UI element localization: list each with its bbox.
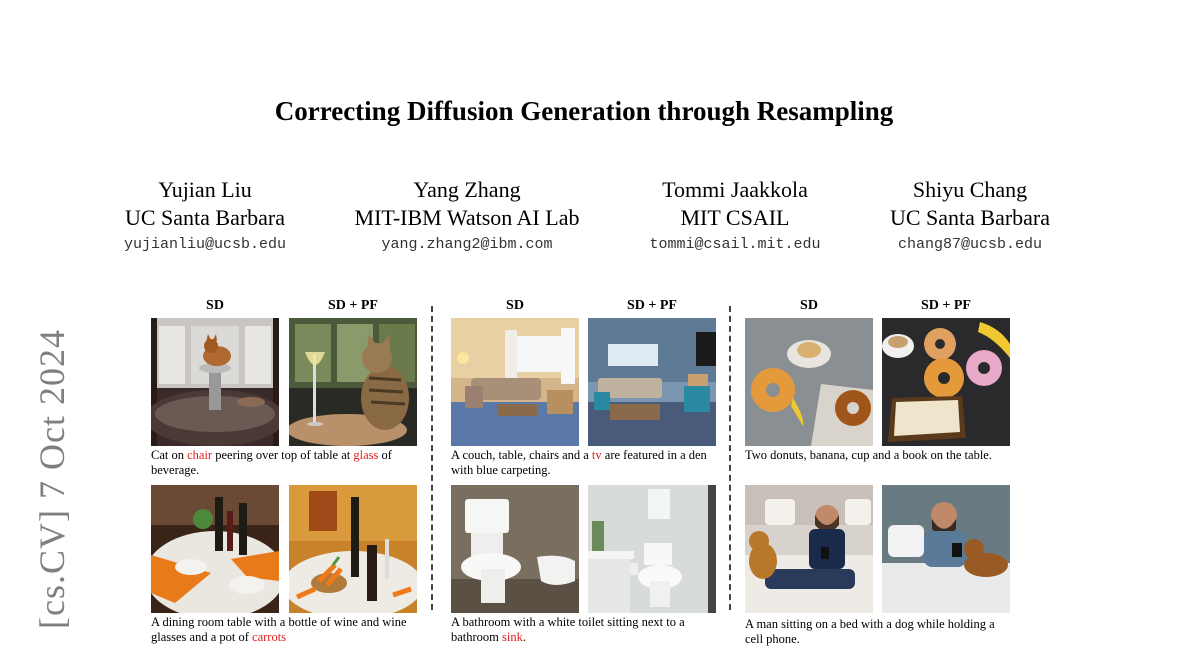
author-affiliation: UC Santa Barbara xyxy=(889,205,1051,230)
author-name: Yang Zhang xyxy=(413,177,521,202)
author-name: Tommi Jaakkola xyxy=(662,177,808,202)
caption-den: A couch, table, chairs and a tv are feat… xyxy=(451,448,721,478)
cat-table-image xyxy=(151,318,279,446)
caption-text: of beverage. xyxy=(151,448,392,477)
author-name: Yujian Liu xyxy=(158,177,252,202)
bathroom-toilet-image xyxy=(451,485,579,613)
col-header-sdpf: SD + PF xyxy=(328,298,378,313)
col-header-sd: SD xyxy=(206,298,224,313)
author-name: Shiyu Chang xyxy=(912,177,1028,202)
author-2: Yang Zhang MIT-IBM Watson AI Lab yang.zh… xyxy=(337,176,597,258)
author-4: Shiyu Chang UC Santa Barbara chang87@ucs… xyxy=(870,176,1070,258)
man-bed-dog-image xyxy=(745,485,873,613)
caption-donuts: Two donuts, banana, cup and a book on th… xyxy=(745,448,1020,463)
bathroom-sink-image xyxy=(588,485,716,613)
donuts-book-image xyxy=(882,318,1010,446)
author-3: Tommi Jaakkola MIT CSAIL tommi@csail.mit… xyxy=(625,176,845,258)
author-email[interactable]: chang87@ucsb.edu xyxy=(897,236,1043,253)
col-header-sdpf: SD + PF xyxy=(921,298,971,313)
caption-highlight: tv xyxy=(591,448,602,462)
paper-title: Correcting Diffusion Generation through … xyxy=(274,96,894,126)
caption-bathroom: A bathroom with a white toilet sitting n… xyxy=(451,615,711,645)
caption-dining: A dining room table with a bottle of win… xyxy=(151,615,423,645)
cat-glass-image xyxy=(289,318,417,446)
caption-text: A bathroom with a white toilet sitting n… xyxy=(451,615,685,644)
man-phone-image xyxy=(882,485,1010,613)
caption-text: Cat on xyxy=(151,448,188,462)
den-tv-image xyxy=(588,318,716,446)
caption-text: . xyxy=(522,630,527,644)
group-divider xyxy=(729,306,731,610)
caption-text: Two donuts, banana, cup and a book on th… xyxy=(745,448,992,462)
caption-text: A dining room table with a bottle of win… xyxy=(151,615,407,644)
caption-highlight: carrots xyxy=(252,630,287,644)
author-email[interactable]: yang.zhang2@ibm.com xyxy=(381,236,553,253)
caption-highlight: glass xyxy=(353,448,379,462)
caption-text: A couch, table, chairs and a xyxy=(451,448,592,462)
arxiv-stamp: [cs.CV] 7 Oct 2024 xyxy=(22,318,82,640)
col-header-sd: SD xyxy=(506,298,524,313)
caption-text: A man sitting on a bed with a dog while … xyxy=(745,617,995,646)
caption-text: peering over top of table at xyxy=(212,448,354,462)
dining-table-image xyxy=(151,485,279,613)
group-divider xyxy=(431,306,433,610)
caption-highlight: chair xyxy=(187,448,213,462)
author-email[interactable]: tommi@csail.mit.edu xyxy=(649,236,821,253)
author-1: Yujian Liu UC Santa Barbara yujianliu@uc… xyxy=(105,176,305,258)
col-header-sd: SD xyxy=(800,298,818,313)
arxiv-stamp-text: [cs.CV] 7 Oct 2024 xyxy=(32,329,72,629)
col-header-sdpf: SD + PF xyxy=(627,298,677,313)
author-affiliation: MIT CSAIL xyxy=(680,205,790,230)
caption-text: are featured in a den with blue carpetin… xyxy=(451,448,707,477)
dining-carrots-image xyxy=(289,485,417,613)
author-email[interactable]: yujianliu@ucsb.edu xyxy=(123,236,287,253)
donuts-image xyxy=(745,318,873,446)
den-image xyxy=(451,318,579,446)
author-affiliation: UC Santa Barbara xyxy=(124,205,286,230)
caption-highlight: sink xyxy=(502,630,523,644)
author-affiliation: MIT-IBM Watson AI Lab xyxy=(354,205,580,230)
caption-man: A man sitting on a bed with a dog while … xyxy=(745,617,1013,647)
caption-cat: Cat on chair peering over top of table a… xyxy=(151,448,426,478)
